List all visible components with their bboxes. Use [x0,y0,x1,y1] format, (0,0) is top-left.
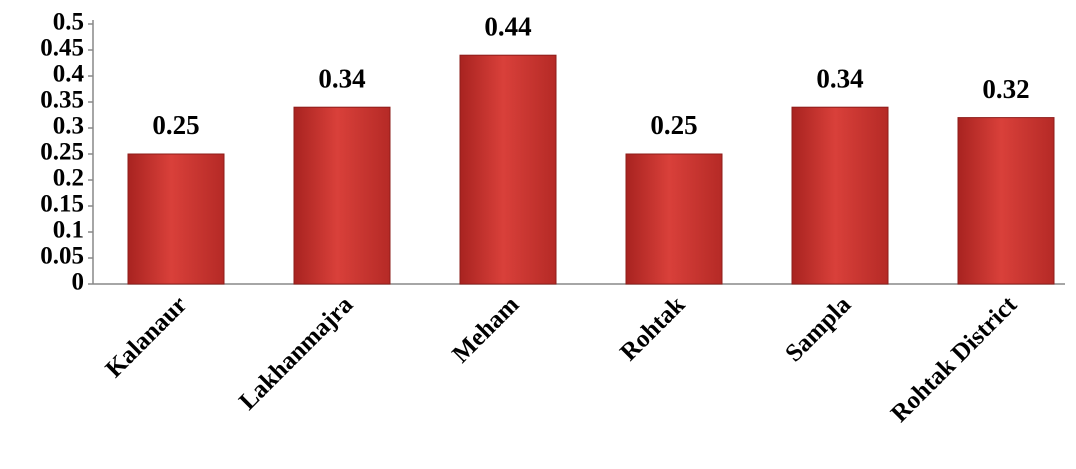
data-label: 0.25 [152,110,199,140]
x-tick-label: Rohtak District [886,291,1023,428]
x-tick-label: Lakhanmajra [234,291,359,416]
y-tick-label: 0 [72,269,85,296]
bar [459,54,557,285]
y-tick-label: 0.3 [53,113,84,140]
data-label: 0.25 [650,110,697,140]
bar [625,153,723,285]
y-tick-label: 0.4 [53,61,85,88]
y-tick-label: 0.5 [53,9,84,36]
x-tick-label: Sampla [780,291,856,367]
x-tick-label: Meham [447,291,524,368]
y-tick-label: 0.25 [40,139,84,166]
data-label: 0.34 [318,63,365,93]
bar [957,117,1055,285]
data-label: 0.44 [484,11,531,41]
x-tick-label: Kalanaur [101,291,193,383]
y-tick-label: 0.35 [40,87,84,114]
bar [791,106,889,285]
data-label: 0.34 [816,63,863,93]
x-tick-label: Rohtak [615,291,690,366]
y-tick-label: 0.15 [40,191,84,218]
y-tick-label: 0.1 [53,217,84,244]
y-tick-label: 0.2 [53,165,84,192]
bar [127,153,225,285]
y-tick-label: 0.05 [40,243,84,270]
y-tick-label: 0.45 [40,35,84,62]
data-label: 0.32 [982,74,1029,104]
bar [293,106,391,285]
